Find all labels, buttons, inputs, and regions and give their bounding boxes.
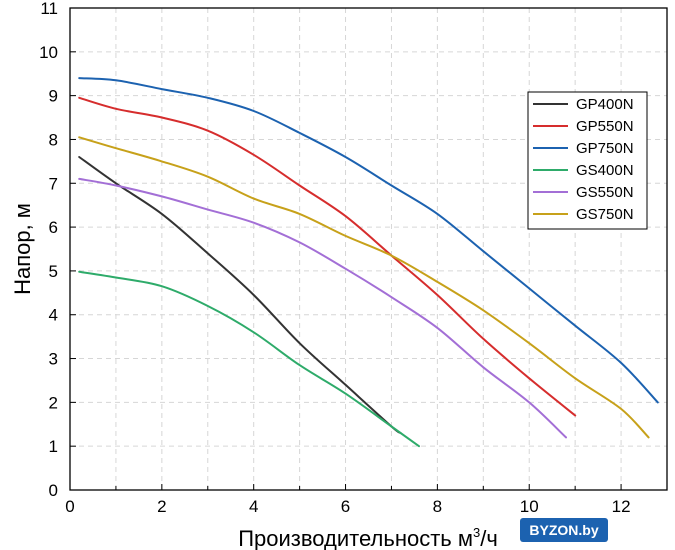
y-tick-label: 8	[49, 130, 58, 149]
series-line-gs400n	[78, 270, 420, 448]
y-tick-label: 11	[40, 0, 58, 18]
legend-label-gs550n: GS550N	[576, 184, 634, 201]
series-lines	[78, 77, 659, 448]
series-line-gs750n	[78, 136, 650, 439]
legend-label-gp750n: GP750N	[576, 140, 634, 157]
legend-label-gs750n: GS750N	[576, 206, 634, 223]
legend-label-gp550n: GP550N	[576, 118, 634, 135]
series-line-gp400n	[78, 156, 402, 434]
watermark-badge	[520, 518, 608, 542]
y-tick-label: 9	[49, 87, 58, 106]
series-line-gs550n	[78, 177, 567, 439]
x-tick-label: 8	[433, 497, 442, 516]
legend-label-gs400n: GS400N	[576, 162, 634, 179]
y-tick-label: 2	[49, 393, 58, 412]
grid	[70, 8, 667, 490]
plot-frame	[69, 7, 668, 491]
series-line-gp550n	[78, 96, 577, 417]
legend: GP400N GP550N GP750N GS400N GS550N GS750N	[527, 91, 648, 230]
watermark-text: BYZON.by	[529, 522, 598, 538]
y-axis-title: Напор, м	[10, 203, 35, 295]
y-tick-label: 4	[49, 306, 58, 325]
x-tick-label: 6	[341, 497, 350, 516]
y-tick-label: 5	[49, 262, 58, 281]
y-tick-label: 6	[49, 218, 58, 237]
y-tick-label: 10	[39, 43, 58, 62]
series-line-gp750n	[78, 77, 659, 404]
y-tick-label: 1	[49, 437, 58, 456]
legend-label-gp400n: GP400N	[576, 96, 634, 113]
x-tick-label: 0	[65, 497, 74, 516]
legend-box	[527, 91, 648, 230]
x-axis-title: Производительность м3/ч	[238, 525, 498, 550]
x-tick-label: 10	[520, 497, 539, 516]
x-tick-label: 12	[612, 497, 631, 516]
y-tick-label: 3	[49, 350, 58, 369]
x-tick-label: 4	[249, 497, 258, 516]
y-tick-label: 0	[49, 481, 58, 500]
x-tick-label: 2	[157, 497, 166, 516]
watermark: BYZON.by	[520, 518, 608, 542]
y-tick-label: 7	[49, 174, 58, 193]
